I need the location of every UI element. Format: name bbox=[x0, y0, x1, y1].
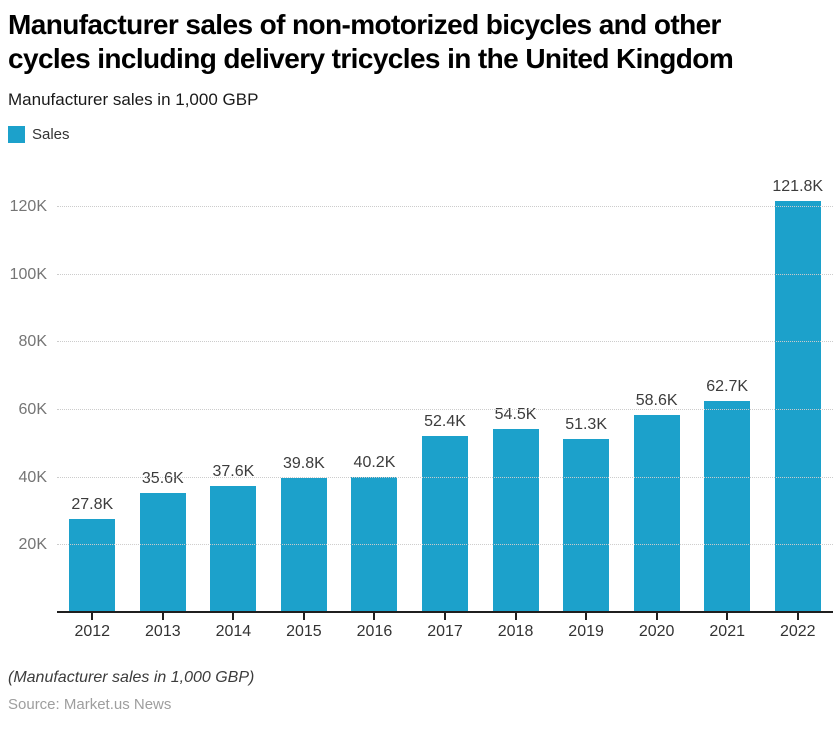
x-label-2018: 2018 bbox=[497, 623, 534, 640]
bars-row: 27.8K 35.6K 37.6K 39.8K 40.2K 52.4K 54.5K 51.3K… bbox=[57, 167, 833, 613]
x-label-2015: 2015 bbox=[286, 623, 322, 640]
bar-value-label: 27.8K bbox=[71, 495, 114, 513]
bar-value-label: 62.7K bbox=[706, 377, 749, 395]
y-tick-label: 120K bbox=[9, 197, 47, 215]
bar-2018[interactable] bbox=[492, 428, 539, 613]
y-tick-label: 60K bbox=[18, 400, 47, 418]
bar-2012[interactable] bbox=[69, 518, 116, 613]
x-label-2020: 2020 bbox=[638, 623, 675, 640]
bar-value-label: 52.4K bbox=[424, 412, 466, 430]
bar-slot-2019: 51.3K bbox=[551, 167, 622, 613]
page-title-line-1: Manufacturer sales of non-motorized bicy… bbox=[8, 9, 721, 40]
page-title: Manufacturer sales of non-motorized bicy… bbox=[8, 8, 830, 76]
x-axis-tick bbox=[655, 613, 658, 620]
x-axis-line bbox=[57, 611, 833, 613]
x-axis-tick bbox=[796, 613, 799, 620]
x-label-2013: 2013 bbox=[145, 623, 181, 640]
bar-2021[interactable] bbox=[704, 400, 751, 613]
bar-slot-2018: 54.5K bbox=[480, 167, 551, 613]
bar-value-label: 51.3K bbox=[565, 416, 607, 434]
bar-slot-2021: 62.7K bbox=[692, 167, 763, 613]
x-label-2017: 2017 bbox=[427, 623, 463, 640]
bar-slot-2012: 27.8K bbox=[57, 167, 128, 613]
bar-2020[interactable] bbox=[633, 414, 680, 613]
bar-slot-2014: 37.6K bbox=[198, 167, 269, 613]
x-label-2014: 2014 bbox=[215, 623, 252, 640]
x-axis-labels: 2012 2013 2014 2015 2016 2017 2018 2019 2020 2021… bbox=[57, 623, 833, 641]
gridline-100K bbox=[57, 273, 833, 275]
bar-slot-2017: 52.4K bbox=[410, 167, 481, 613]
x-axis-tick bbox=[302, 613, 305, 620]
legend-label: Sales bbox=[32, 126, 70, 143]
bar-slot-2015: 39.8K bbox=[269, 167, 340, 613]
x-axis-tick bbox=[373, 613, 376, 620]
y-tick-label: 100K bbox=[9, 265, 47, 283]
x-axis-tick bbox=[91, 613, 94, 620]
x-axis-tick bbox=[161, 613, 164, 620]
y-tick-label: 40K bbox=[18, 468, 47, 486]
bar-slot-2020: 58.6K bbox=[621, 167, 692, 613]
bar-value-label: 58.6K bbox=[635, 391, 678, 409]
bar-2017[interactable] bbox=[422, 435, 468, 613]
chart-footnote: (Manufacturer sales in 1,000 GBP) bbox=[8, 669, 255, 686]
y-tick-label: 80K bbox=[18, 333, 47, 351]
x-label-2012: 2012 bbox=[74, 623, 111, 640]
bar-2015[interactable] bbox=[280, 478, 327, 613]
legend-swatch-icon bbox=[8, 126, 25, 143]
x-label-2022: 2022 bbox=[779, 623, 816, 640]
gridline-20K bbox=[57, 544, 833, 546]
bar-slot-2013: 35.6K bbox=[128, 167, 199, 613]
legend[interactable]: Sales bbox=[8, 126, 830, 143]
bar-value-label: 121.8K bbox=[772, 177, 824, 195]
plot-area: 27.8K 35.6K 37.6K 39.8K 40.2K 52.4K 54.5K 51.3K… bbox=[10, 167, 833, 620]
bar-value-label: 40.2K bbox=[353, 453, 396, 471]
bar-slot-2022: 121.8K bbox=[762, 167, 833, 613]
bar-2019[interactable] bbox=[563, 439, 610, 613]
gridline-80K bbox=[57, 341, 833, 343]
bar-value-label: 35.6K bbox=[141, 469, 184, 487]
bar-2013[interactable] bbox=[139, 492, 186, 613]
x-axis-tick bbox=[726, 613, 729, 620]
y-tick-label: 20K bbox=[18, 536, 47, 554]
bar-2014[interactable] bbox=[210, 485, 257, 613]
source-text: Source: Market.us News bbox=[8, 696, 172, 713]
bar-value-label: 37.6K bbox=[212, 462, 255, 480]
bar-2022[interactable] bbox=[774, 200, 821, 613]
x-label-2021: 2021 bbox=[709, 623, 745, 640]
x-axis-tick bbox=[585, 613, 588, 620]
x-axis-tick bbox=[514, 613, 517, 620]
page-title-line-2: cycles including delivery tricycles in t… bbox=[8, 43, 734, 74]
bar-value-label: 39.8K bbox=[283, 455, 325, 473]
gridline-60K bbox=[57, 408, 833, 410]
x-axis-tick bbox=[232, 613, 235, 620]
x-label-2016: 2016 bbox=[356, 623, 393, 640]
gridline-120K bbox=[57, 205, 833, 207]
x-axis-tick bbox=[444, 613, 446, 620]
gridline-40K bbox=[57, 476, 833, 478]
chart-subtitle: Manufacturer sales in 1,000 GBP bbox=[8, 90, 259, 109]
bar-slot-2016: 40.2K bbox=[339, 167, 410, 613]
x-label-2019: 2019 bbox=[568, 623, 604, 640]
